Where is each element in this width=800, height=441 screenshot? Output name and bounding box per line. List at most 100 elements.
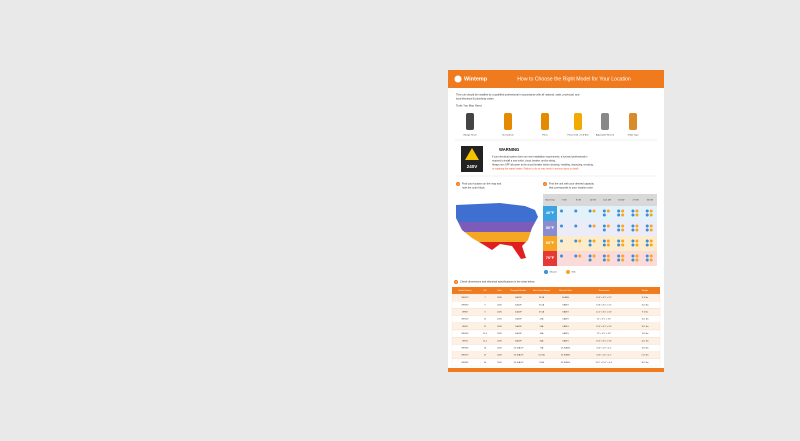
fixture-icon [574, 224, 578, 228]
step-text: note the color block. [462, 186, 485, 190]
table-cell: 240V [497, 297, 502, 299]
header-band [448, 70, 664, 88]
fixture-icon [635, 228, 639, 232]
step-text: Find the unit with your desired capacity [549, 182, 595, 186]
table-cell: 15" x 9.5" x 3.6" [597, 333, 611, 335]
fixture-icon [574, 209, 578, 213]
fixture-icon [606, 209, 610, 213]
table-cell: 240V [497, 304, 502, 306]
tools-title: Tools You May Need [456, 104, 482, 108]
table-header-cell: Required Wire [559, 290, 573, 292]
table-cell: 150A [539, 361, 544, 364]
table-cell: 60A DP [515, 332, 522, 335]
tool-label: Adjustable Wrench [596, 134, 615, 137]
fixture-icon [578, 239, 582, 243]
step-number: 3 [455, 281, 457, 284]
grid-row-label: 40°F [546, 210, 555, 215]
table-cell: WH36V [462, 362, 470, 364]
fixture-icon [621, 258, 625, 262]
fixture-icon [602, 243, 606, 247]
fixture-icon [560, 224, 563, 228]
tool-label: Pliers [542, 134, 548, 137]
tool-icon [504, 113, 512, 130]
fixture-icon [602, 224, 606, 228]
tool-icon [541, 113, 549, 130]
table-cell: 15.8" x 13" x 4.2" [596, 355, 612, 357]
table-cell: 8 AWG [562, 303, 569, 306]
fixture-icon [635, 239, 639, 243]
table-cell: 240V [497, 326, 502, 328]
fixture-icon [621, 213, 625, 217]
grid-row-label-bg [543, 206, 557, 221]
grid-header [543, 194, 657, 206]
fixture-icon [635, 258, 639, 262]
fixture-icon [649, 254, 653, 258]
grid-row-label: 70°F [546, 255, 555, 260]
table-row [451, 358, 661, 367]
step-text: Find your location on the map and [462, 182, 502, 186]
fixture-icon [617, 254, 621, 258]
fixture-icon [645, 224, 649, 228]
fixture-icon [645, 243, 649, 247]
table-cell: 2X 40A DP [514, 347, 524, 350]
table-cell: 112.5A [538, 354, 545, 357]
legend-icon [544, 270, 548, 274]
fixture-icon [560, 239, 563, 243]
table-row [451, 308, 661, 316]
table-cell: 12.2" x 8.5" x 3.6" [596, 312, 612, 314]
fixture-icon [631, 258, 635, 262]
grid-column: 36 kW [647, 200, 654, 202]
grid-row-bg [557, 221, 657, 236]
fixture-icon [592, 224, 596, 228]
fixture-icon [588, 209, 592, 213]
table-cell: WH09 [462, 312, 468, 314]
table-cell: 37.5A [539, 311, 545, 314]
fixture-icon [602, 228, 606, 232]
table-cell: 36 [484, 362, 487, 364]
fixture-icon [621, 243, 625, 247]
step-text: that corresponds to your location color. [549, 186, 594, 190]
table-cell: WH14V [462, 333, 470, 335]
fixture-icon [606, 254, 610, 258]
fixture-icon [635, 213, 639, 217]
table-cell: 3X 8 AWG [561, 354, 571, 357]
fixture-icon [574, 239, 578, 243]
table-cell: 15" x 9.5" x 3.6" [597, 319, 611, 321]
table-cell: 19.6 lbs [641, 348, 648, 350]
warning-text: or repairing this water heater. Failure … [492, 168, 580, 171]
grid-column: 7 kW [562, 200, 568, 202]
fixture-icon [602, 213, 606, 217]
fixture-icon [617, 213, 621, 217]
table-cell: 27 [484, 355, 487, 357]
tool-label: Screwdriver [502, 134, 514, 137]
table-header [452, 287, 660, 294]
table-cell: 75A [540, 347, 544, 350]
grid-row-label: 50°F [546, 225, 555, 230]
fixture-icon [631, 239, 635, 243]
table-cell: 10 AWG [562, 296, 570, 299]
table-header-cell: Required Breaker [511, 290, 527, 292]
table-header-cell: kW [484, 290, 487, 292]
fixture-icon [649, 228, 653, 232]
table-cell: WH09V [462, 304, 470, 306]
table-cell: 13.0" x 8.5" x 3.6" [596, 326, 612, 328]
table-cell: 60A [540, 339, 544, 342]
grid-column: 27 kW [632, 200, 639, 202]
intro-text: This unit should be installed by a quali… [456, 93, 580, 97]
fixture-icon [588, 243, 592, 247]
table-cell: 12 [484, 319, 487, 321]
step-text: Check dimensions and electrical specific… [460, 280, 535, 284]
fixture-icon [649, 213, 653, 217]
table-cell: 8.6 lbs [642, 297, 648, 299]
warning-icon [465, 148, 479, 160]
table-cell: 50A DP [515, 325, 522, 328]
table-cell: 3X 40A DP [514, 354, 524, 357]
table-cell: 40A DP [515, 303, 522, 306]
tool-icon [601, 113, 609, 130]
table-cell: WH14 [462, 340, 468, 342]
table-cell: 36.5 lbs [641, 362, 648, 364]
table-cell: WH27V [462, 355, 470, 357]
fixture-icon [645, 239, 649, 243]
fixture-icon [588, 224, 592, 228]
fixture-icon [649, 224, 653, 228]
